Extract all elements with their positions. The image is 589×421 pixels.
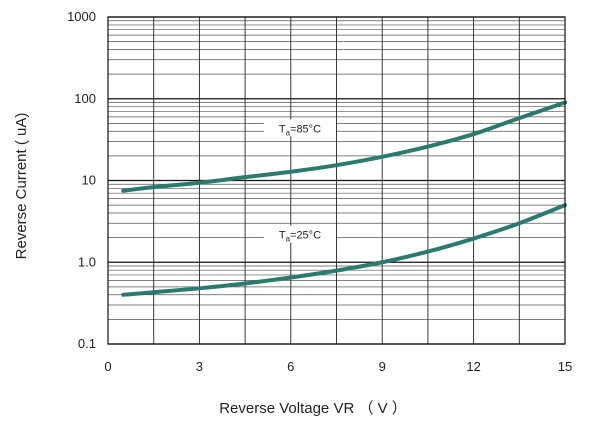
tick-labels: 0 3 6 9 12 15 0.1 1.0 10 100 1000 <box>67 9 572 374</box>
x-axis-label: Reverse Voltage VR （ V ） <box>219 400 407 417</box>
y-tick-label: 1000 <box>67 9 96 24</box>
x-tick-label: 6 <box>287 359 294 374</box>
y-tick-label: 10 <box>82 173 96 188</box>
y-tick-label: 0.1 <box>78 336 96 351</box>
y-axis-label: Reverse Current ( uA) <box>13 113 30 260</box>
series-label-0: Ta=85°C <box>279 123 321 137</box>
y-tick-label: 100 <box>74 91 96 106</box>
x-tick-label: 9 <box>379 359 386 374</box>
series-label-1: Ta=25°C <box>279 230 321 244</box>
series-lines <box>121 100 567 297</box>
series-label-sub: a <box>286 128 291 137</box>
y-tick-label: 1.0 <box>78 254 96 269</box>
x-tick-label: 15 <box>558 359 572 374</box>
series-label-backing <box>263 119 336 137</box>
series-label-sub: a <box>286 235 291 244</box>
x-tick-label: 3 <box>196 359 203 374</box>
grid <box>107 16 566 345</box>
x-tick-label: 0 <box>104 359 111 374</box>
series-label-main: T <box>279 230 286 242</box>
series-label-rest: =25°C <box>290 230 321 242</box>
x-tick-label: 12 <box>466 359 480 374</box>
series-label-main: T <box>279 123 286 135</box>
series-labels: Ta=85°CTa=25°C <box>263 119 336 244</box>
series-line-0 <box>121 100 567 193</box>
plot-frame <box>107 16 566 345</box>
series-line-1 <box>121 203 567 297</box>
series-label-backing <box>263 225 336 243</box>
series-label-rest: =85°C <box>290 123 321 135</box>
